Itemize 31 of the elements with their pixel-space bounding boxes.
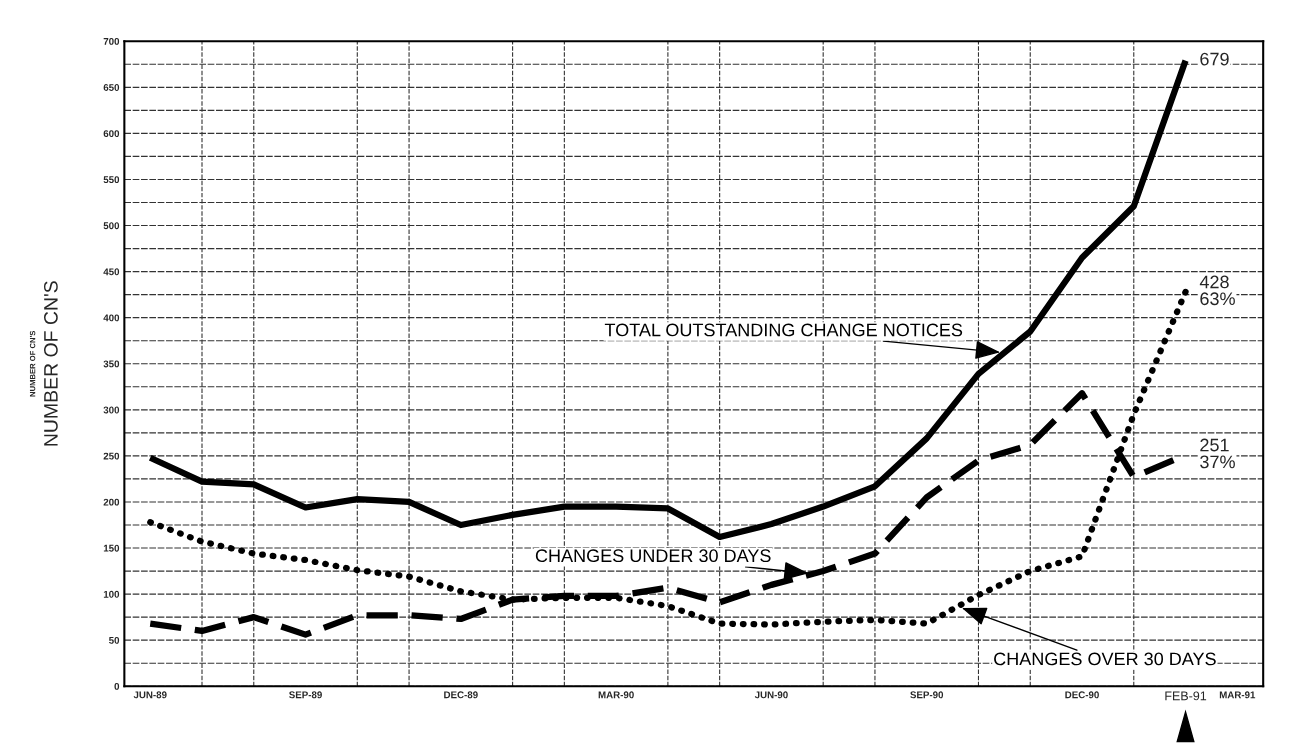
- y-tick-label: 500: [103, 222, 120, 230]
- x-tick-label: JUN-89: [133, 691, 167, 699]
- y-tick-label: 600: [103, 130, 120, 138]
- x-tick-label: MAR-91: [1219, 691, 1256, 699]
- y-tick-label: 250: [103, 452, 120, 460]
- x-tick-label: JUN-90: [754, 691, 788, 699]
- y-tick-label: 350: [103, 360, 120, 368]
- y-axis-title: NUMBER OF CN'S: [44, 281, 58, 446]
- y-tick-label: 150: [103, 544, 120, 552]
- annotation: 679: [1200, 52, 1229, 66]
- text: TOTAL OUTSTANDING CHANGE NOTICES: [604, 323, 963, 337]
- x-tick-label: SEP-89: [289, 691, 322, 699]
- annotation: 251 37%: [1200, 438, 1235, 469]
- x-tick-label: DEC-90: [1065, 691, 1099, 699]
- text: CHANGES OVER 30 DAYS: [994, 652, 1216, 666]
- y-tick-label: 50: [108, 636, 120, 644]
- x-tick-label: SEP-90: [910, 691, 944, 699]
- y-tick-label: 650: [103, 84, 120, 91]
- x-tick-label: FEB-91: [1165, 691, 1207, 701]
- y-tick-label: 100: [103, 590, 120, 598]
- y-tick-label: 0: [114, 682, 120, 690]
- y-tick-label: 700: [103, 37, 120, 45]
- y-tick-label: 200: [103, 498, 120, 506]
- y-tick-label: 400: [103, 314, 120, 322]
- x-tick-label: MAR-90: [598, 691, 634, 699]
- annotation: 428 63%: [1199, 275, 1235, 306]
- y-tick-label: 450: [103, 268, 120, 276]
- y-tick-label: 550: [103, 176, 120, 184]
- series-label: CHANGES UNDER 30 DAYS: [535, 549, 771, 563]
- x-tick-label: DEC-89: [444, 691, 478, 699]
- y-tick-label: 300: [103, 406, 120, 414]
